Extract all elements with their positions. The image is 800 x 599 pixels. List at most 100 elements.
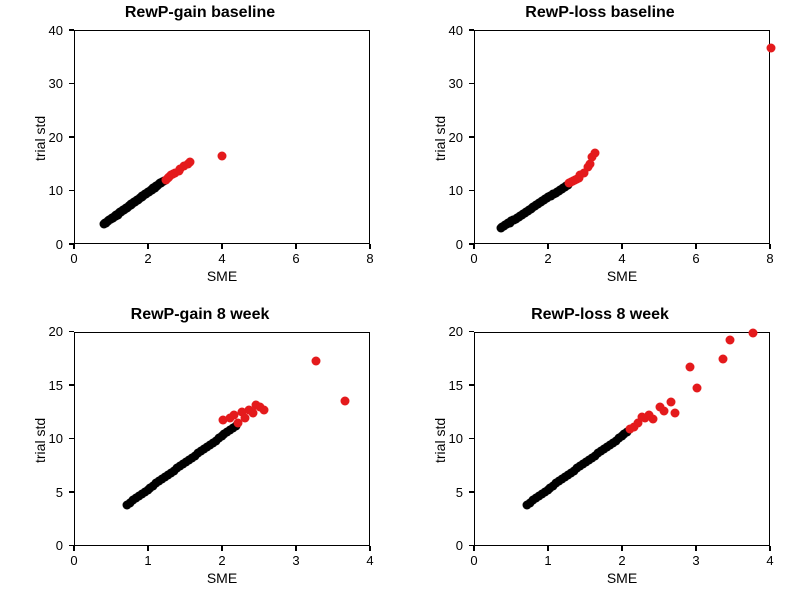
xtick-label: 6 — [681, 252, 711, 265]
ytick-mark — [69, 190, 74, 192]
xtick-label: 8 — [755, 252, 785, 265]
ytick-mark — [469, 331, 474, 333]
xtick-mark — [769, 244, 771, 249]
ytick-mark — [69, 136, 74, 138]
ytick-label: 30 — [20, 77, 63, 90]
xlabel: SME — [474, 570, 770, 586]
xtick-label: 2 — [207, 554, 237, 567]
xtick-mark — [295, 244, 297, 249]
xtick-label: 1 — [133, 554, 163, 567]
xtick-label: 4 — [355, 554, 385, 567]
xtick-mark — [147, 244, 149, 249]
ytick-label: 0 — [420, 238, 463, 251]
ytick-label: 15 — [20, 379, 63, 392]
xtick-mark — [73, 546, 75, 551]
scatter-point — [185, 158, 194, 167]
xtick-mark — [621, 244, 623, 249]
scatter-point — [748, 328, 757, 337]
xtick-mark — [147, 546, 149, 551]
xtick-mark — [369, 546, 371, 551]
ytick-mark — [469, 83, 474, 85]
xtick-label: 0 — [59, 554, 89, 567]
ytick-mark — [469, 384, 474, 386]
xtick-mark — [295, 546, 297, 551]
ytick-label: 10 — [20, 184, 63, 197]
scatter-point — [767, 44, 776, 53]
scatter-point — [648, 415, 657, 424]
ylabel: trial std — [432, 417, 448, 462]
xtick-mark — [547, 546, 549, 551]
scatter-point — [670, 408, 679, 417]
ytick-mark — [69, 438, 74, 440]
scatter-point — [591, 148, 600, 157]
xtick-label: 2 — [133, 252, 163, 265]
xtick-mark — [369, 244, 371, 249]
xtick-label: 4 — [607, 252, 637, 265]
ytick-mark — [469, 491, 474, 493]
ylabel: trial std — [32, 116, 48, 161]
xlabel: SME — [74, 268, 370, 284]
ytick-label: 10 — [420, 184, 463, 197]
panel-title: RewP-gain 8 week — [20, 306, 380, 324]
scatter-point — [718, 355, 727, 364]
xtick-label: 2 — [607, 554, 637, 567]
xtick-mark — [547, 244, 549, 249]
ytick-mark — [469, 136, 474, 138]
xtick-mark — [695, 244, 697, 249]
ytick-label: 40 — [420, 24, 463, 37]
scatter-point — [341, 396, 350, 405]
ytick-mark — [69, 384, 74, 386]
xtick-label: 6 — [281, 252, 311, 265]
panel-loss-8week: RewP-loss 8 week 0510152001234trial stdS… — [420, 306, 780, 592]
xtick-mark — [695, 546, 697, 551]
ytick-label: 5 — [420, 486, 463, 499]
panel-gain-baseline: RewP-gain baseline 01020304002468trial s… — [20, 4, 380, 290]
xtick-mark — [221, 546, 223, 551]
scatter-point — [259, 405, 268, 414]
ytick-label: 5 — [20, 486, 63, 499]
scatter-point — [693, 384, 702, 393]
scatter-point — [218, 151, 227, 160]
xtick-label: 0 — [459, 252, 489, 265]
ytick-label: 0 — [20, 539, 63, 552]
xtick-label: 8 — [355, 252, 385, 265]
xtick-mark — [769, 546, 771, 551]
plot-area — [474, 30, 770, 244]
scatter-point — [311, 357, 320, 366]
xtick-label: 0 — [459, 554, 489, 567]
scatter-point — [685, 362, 694, 371]
xtick-label: 2 — [533, 252, 563, 265]
scatter-point — [659, 406, 668, 415]
ytick-mark — [469, 190, 474, 192]
xtick-label: 0 — [59, 252, 89, 265]
ytick-mark — [469, 438, 474, 440]
xtick-label: 3 — [681, 554, 711, 567]
ytick-mark — [69, 331, 74, 333]
ylabel: trial std — [432, 116, 448, 161]
xtick-label: 4 — [755, 554, 785, 567]
panel-grid: RewP-gain baseline 01020304002468trial s… — [0, 0, 800, 599]
ytick-label: 0 — [420, 539, 463, 552]
xtick-mark — [221, 244, 223, 249]
ytick-label: 30 — [420, 77, 463, 90]
plot-area — [74, 332, 370, 546]
scatter-point — [726, 335, 735, 344]
ytick-label: 0 — [20, 238, 63, 251]
ytick-mark — [469, 29, 474, 31]
ytick-label: 40 — [20, 24, 63, 37]
panel-loss-baseline: RewP-loss baseline 01020304002468trial s… — [420, 4, 780, 290]
xtick-label: 4 — [207, 252, 237, 265]
ytick-label: 20 — [420, 325, 463, 338]
ylabel: trial std — [32, 417, 48, 462]
panel-gain-8week: RewP-gain 8 week 0510152001234trial stdS… — [20, 306, 380, 592]
xtick-mark — [621, 546, 623, 551]
xtick-mark — [473, 546, 475, 551]
panel-title: RewP-gain baseline — [20, 4, 380, 22]
ytick-label: 15 — [420, 379, 463, 392]
ytick-mark — [69, 83, 74, 85]
xtick-mark — [473, 244, 475, 249]
plot-area — [474, 332, 770, 546]
scatter-point — [667, 398, 676, 407]
xtick-label: 1 — [533, 554, 563, 567]
panel-title: RewP-loss 8 week — [420, 306, 780, 324]
